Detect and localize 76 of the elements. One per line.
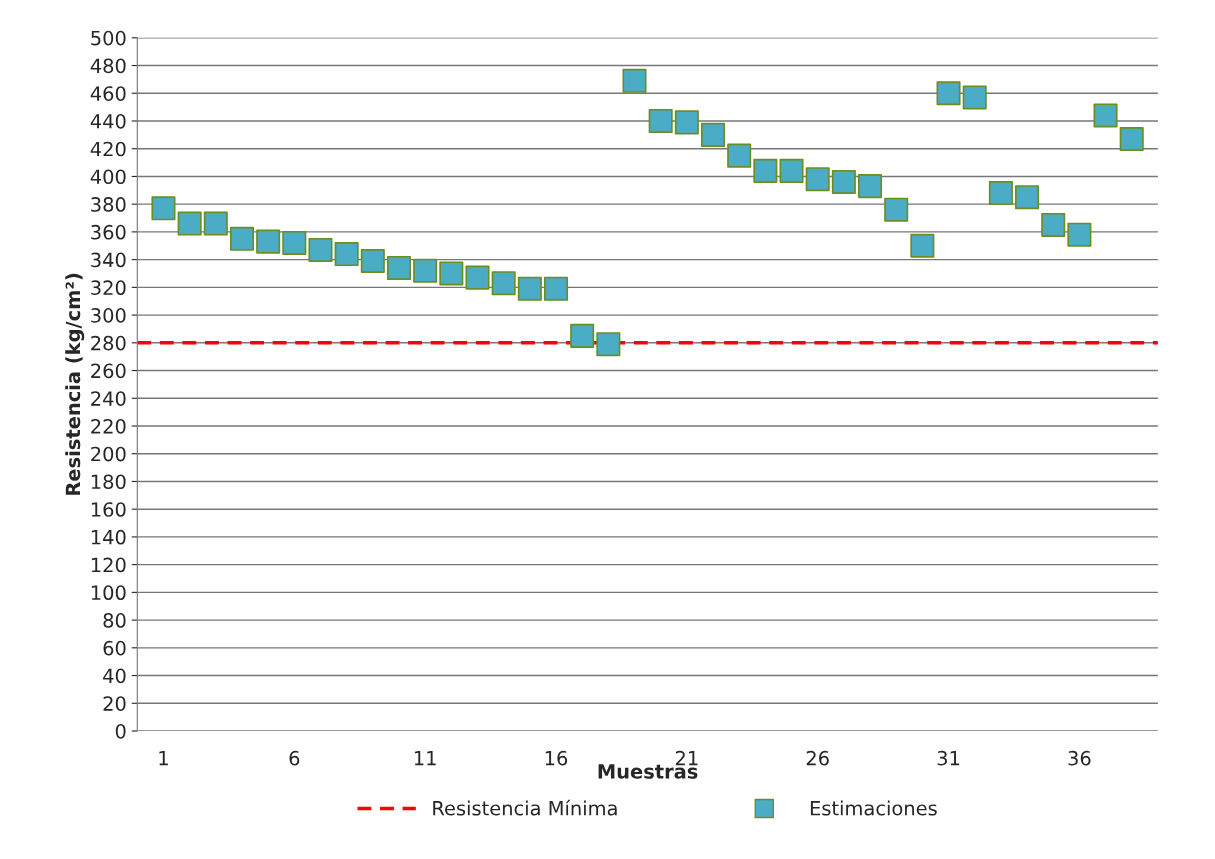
y-tick-label: 40 <box>103 668 126 684</box>
x-tick-label: 36 <box>1068 750 1091 766</box>
y-tick-label: 440 <box>90 113 126 129</box>
point <box>543 276 569 301</box>
point <box>360 248 385 274</box>
y-tick-label: 20 <box>103 696 126 711</box>
point <box>831 169 856 195</box>
point <box>727 143 752 168</box>
y-tick-label: 400 <box>90 169 126 185</box>
point <box>570 323 595 348</box>
y-tick-label: 0 <box>115 723 126 739</box>
y-tick-label: 340 <box>91 252 126 268</box>
y-tick-label: 360 <box>91 224 126 240</box>
point <box>256 229 281 254</box>
y-tick-label: 280 <box>91 335 126 351</box>
point <box>674 110 699 135</box>
point <box>1015 185 1040 210</box>
point <box>413 258 438 283</box>
point <box>884 197 909 222</box>
point <box>334 242 359 267</box>
y-tick-label: 320 <box>91 280 126 296</box>
y-tick-label: 100 <box>91 585 126 601</box>
point <box>177 211 202 236</box>
point <box>1093 103 1118 128</box>
point <box>962 85 987 110</box>
y-tick-label: 180 <box>91 474 126 490</box>
y-tick-label: 420 <box>90 141 126 157</box>
point <box>988 181 1013 206</box>
y-tick-label: 300 <box>91 308 126 323</box>
y-tick-label: 60 <box>103 640 126 656</box>
y-tick-label: 480 <box>90 58 126 74</box>
point <box>805 167 830 192</box>
point <box>648 108 673 134</box>
x-tick-label: 11 <box>414 751 436 766</box>
y-axis-title: Resistencia (kg/cm²) <box>65 273 85 495</box>
x-tick-label: 6 <box>289 750 300 766</box>
y-tick-label: 500 <box>91 30 126 46</box>
y-tick-label: 460 <box>90 86 126 101</box>
point <box>282 230 307 256</box>
y-tick-label: 240 <box>91 391 126 406</box>
point <box>910 233 935 258</box>
point <box>936 81 961 106</box>
y-tick-label: 80 <box>103 613 126 628</box>
point <box>1119 126 1144 152</box>
x-tick-label: 16 <box>545 750 568 766</box>
y-tick-label: 120 <box>91 557 126 573</box>
x-tick-label: 21 <box>675 750 698 766</box>
point <box>386 255 412 280</box>
point <box>439 261 464 286</box>
y-tick-label: 260 <box>91 363 126 379</box>
point <box>203 211 228 236</box>
y-tick-label: 140 <box>91 529 126 545</box>
point <box>753 158 778 183</box>
point <box>491 271 516 296</box>
legend-label: Estimaciones <box>810 800 937 816</box>
point <box>700 122 726 147</box>
y-tick-label: 200 <box>91 446 126 462</box>
point <box>596 332 621 357</box>
point <box>1041 212 1066 237</box>
point <box>622 68 647 93</box>
point <box>858 174 883 199</box>
point <box>1067 222 1092 247</box>
point <box>517 276 542 301</box>
point <box>151 196 176 221</box>
y-tick-label: 220 <box>91 418 126 434</box>
point <box>229 226 255 251</box>
point <box>308 237 333 262</box>
y-tick-label: 160 <box>91 502 126 517</box>
x-tick-label: 26 <box>806 750 829 766</box>
y-tick-label: 380 <box>91 197 126 212</box>
point <box>779 158 804 183</box>
point <box>465 265 490 290</box>
legend-label: Resistencia Mínima <box>433 799 617 816</box>
x-axis-title: Muestras <box>598 764 698 779</box>
x-tick-label: 1 <box>159 751 168 766</box>
x-tick-label: 31 <box>937 750 960 766</box>
